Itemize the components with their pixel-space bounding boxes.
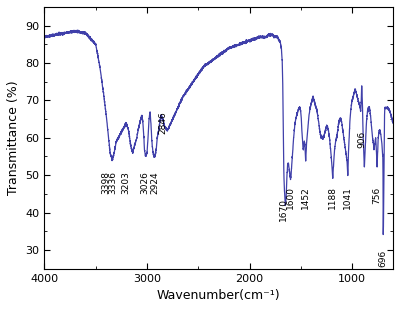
Text: 3398: 3398 <box>102 171 111 194</box>
Y-axis label: Transmittance (%): Transmittance (%) <box>7 80 20 195</box>
Text: 1670: 1670 <box>279 198 288 221</box>
Text: 1600: 1600 <box>286 186 295 210</box>
Text: 696: 696 <box>379 250 388 267</box>
Text: 1188: 1188 <box>328 186 337 210</box>
Text: 1452: 1452 <box>301 186 310 209</box>
Text: 3336: 3336 <box>108 171 117 194</box>
Text: 2924: 2924 <box>150 171 159 194</box>
Text: 756: 756 <box>372 186 382 204</box>
Text: 3203: 3203 <box>122 171 131 194</box>
Text: 906: 906 <box>357 130 366 148</box>
Text: 3026: 3026 <box>140 171 149 194</box>
X-axis label: Wavenumber(cm⁻¹): Wavenumber(cm⁻¹) <box>157 289 280 302</box>
Text: 1041: 1041 <box>343 186 352 209</box>
Text: 2846: 2846 <box>158 112 167 134</box>
